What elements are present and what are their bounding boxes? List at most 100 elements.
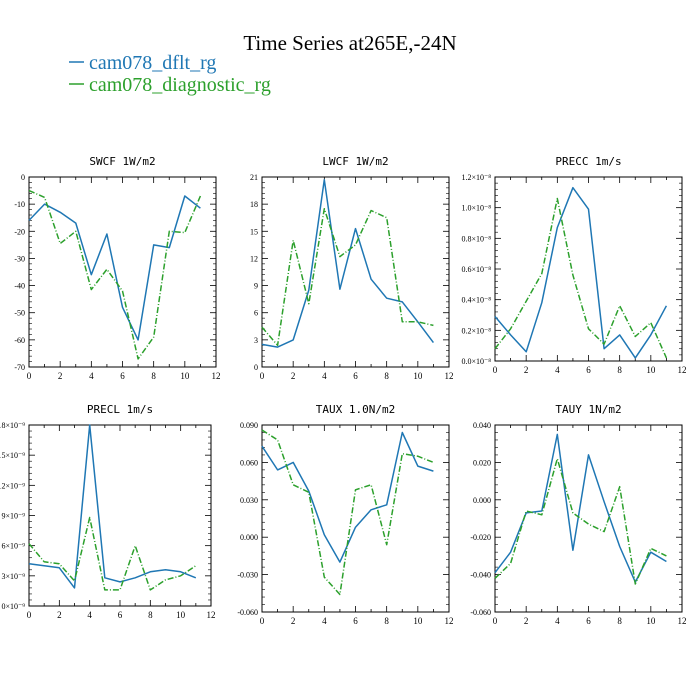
x-tick-label: 0 [260,616,265,626]
x-tick-label: 12 [445,371,454,381]
y-tick-label: 3 [254,336,258,345]
figure-legend: cam078_dflt_rg cam078_diagnostic_rg [69,52,271,96]
y-tick-label: 0.040 [473,421,491,430]
y-tick-label: -0.060 [237,608,258,617]
y-tick-label: 3×10⁻⁹ [1,572,25,581]
y-tick-label: -0.020 [470,533,491,542]
y-tick-label: -60 [14,336,25,345]
y-tick-label: 0.020 [473,458,491,467]
x-tick-label: 4 [87,610,92,620]
x-tick-label: 0 [27,610,32,620]
y-tick-label: 0.000 [473,496,491,505]
y-tick-label: 0.060 [240,458,258,467]
x-tick-label: 8 [617,365,622,375]
y-tick-label: 6×10⁻⁹ [1,542,25,551]
plot-frame [494,424,683,613]
y-tick-label: 21 [250,173,258,182]
y-tick-label: -30 [14,254,25,263]
series-line [494,197,668,359]
y-tick-label: 15 [250,227,258,236]
y-tick-label: -50 [14,309,25,318]
x-tick-label: 2 [57,610,62,620]
panel-title: TAUY 1N/m2 [555,403,621,416]
figure-title: Time Series at265E,-24N [243,31,456,55]
y-tick-label: -10 [14,200,25,209]
y-tick-label: 0.090 [240,421,258,430]
x-tick-label: 2 [291,616,296,626]
x-tick-label: 4 [322,616,327,626]
y-tick-label: -70 [14,363,25,372]
y-tick-label: 0 [21,173,25,182]
y-tick-label: 9 [254,282,258,291]
x-tick-label: 4 [322,371,327,381]
x-tick-label: 2 [524,616,529,626]
y-tick-label: 1.2×10⁻⁸ [461,173,491,182]
x-tick-label: 2 [58,371,63,381]
x-tick-label: 12 [445,616,454,626]
chart-panels: SWCF 1W/m2 0 2 4 6 8 10 12 -70 -60 -50 -40 -30 -20 -10… [0,155,687,626]
x-tick-label: 6 [586,365,591,375]
series-line [261,178,434,348]
x-tick-label: 4 [89,371,94,381]
chart-panel: SWCF 1W/m2 0 2 4 6 8 10 12 -70 -60 -50 -40 -30 -20 -10… [14,155,220,381]
x-tick-label: 6 [353,371,358,381]
y-tick-label: 1.0×10⁻⁸ [461,204,491,213]
x-tick-label: 8 [151,371,156,381]
x-tick-label: 6 [586,616,591,626]
y-tick-label: 6 [254,309,258,318]
series-line [261,207,434,347]
panel-title: PRECC 1m/s [555,155,621,168]
plot-frame [28,176,217,368]
y-tick-label: -20 [14,227,25,236]
chart-panel: TAUX 1.0N/m2 0 2 4 6 8 10 12 -0.060 -0.030 0.000 0.… [237,403,453,626]
y-tick-label: 0.030 [240,496,258,505]
legend-label-dflt: cam078_dflt_rg [89,52,216,74]
x-tick-label: 4 [555,365,560,375]
plot-frame [494,176,683,362]
series-line [28,189,202,360]
chart-panel: PRECC 1m/s 0 2 4 6 8 10 12 0.0×10⁻⁸ 0.2×10⁻⁸ 0.4×1… [461,155,686,375]
panel-title: PRECL 1m/s [87,403,153,416]
x-tick-label: 0 [493,365,498,375]
x-tick-label: 8 [617,616,622,626]
series-line [28,424,197,589]
series-line [494,186,668,359]
x-tick-label: 10 [646,365,656,375]
y-tick-label: -0.030 [237,571,258,580]
y-tick-label: -40 [14,282,25,291]
panel-title: SWCF 1W/m2 [89,155,155,168]
panel-title: LWCF 1W/m2 [322,155,388,168]
x-tick-label: 10 [413,371,423,381]
y-tick-label: 12 [250,254,258,263]
x-tick-label: 8 [384,371,389,381]
chart-panel: PRECL 1m/s 0 2 4 6 8 10 12 0×10⁻⁹ 3×10⁻⁹ 6×10⁻⁹ 9×1… [0,403,216,620]
x-tick-label: 0 [260,371,265,381]
chart-panel: LWCF 1W/m2 0 2 4 6 8 10 12 0 3 6 9 12 15 18 21 [250,155,454,381]
x-tick-label: 10 [646,616,656,626]
panel-title: TAUX 1.0N/m2 [316,403,395,416]
series-line [261,429,434,596]
x-tick-label: 10 [176,610,186,620]
x-tick-label: 8 [148,610,153,620]
y-tick-label: 12×10⁻⁹ [0,481,25,490]
x-tick-label: 6 [353,616,358,626]
x-tick-label: 4 [555,616,560,626]
x-tick-label: 2 [524,365,529,375]
y-tick-label: 9×10⁻⁹ [1,512,25,521]
chart-panel: TAUY 1N/m2 0 2 4 6 8 10 12 -0.060 -0.040 -0.020 0.0… [470,403,686,626]
x-tick-label: 6 [118,610,123,620]
y-tick-label: 0.2×10⁻⁸ [461,326,491,335]
legend-label-diagnostic: cam078_diagnostic_rg [89,74,271,96]
y-tick-label: -0.040 [470,571,491,580]
x-tick-label: 10 [180,371,190,381]
x-tick-label: 2 [291,371,296,381]
plot-frame [261,424,450,613]
y-tick-label: 0.6×10⁻⁸ [461,265,491,274]
y-tick-label: 18 [250,200,258,209]
series-line [28,195,201,341]
x-tick-label: 12 [678,616,687,626]
x-tick-label: 12 [207,610,216,620]
y-tick-label: 0.000 [240,533,258,542]
y-tick-label: 0.4×10⁻⁸ [461,296,491,305]
